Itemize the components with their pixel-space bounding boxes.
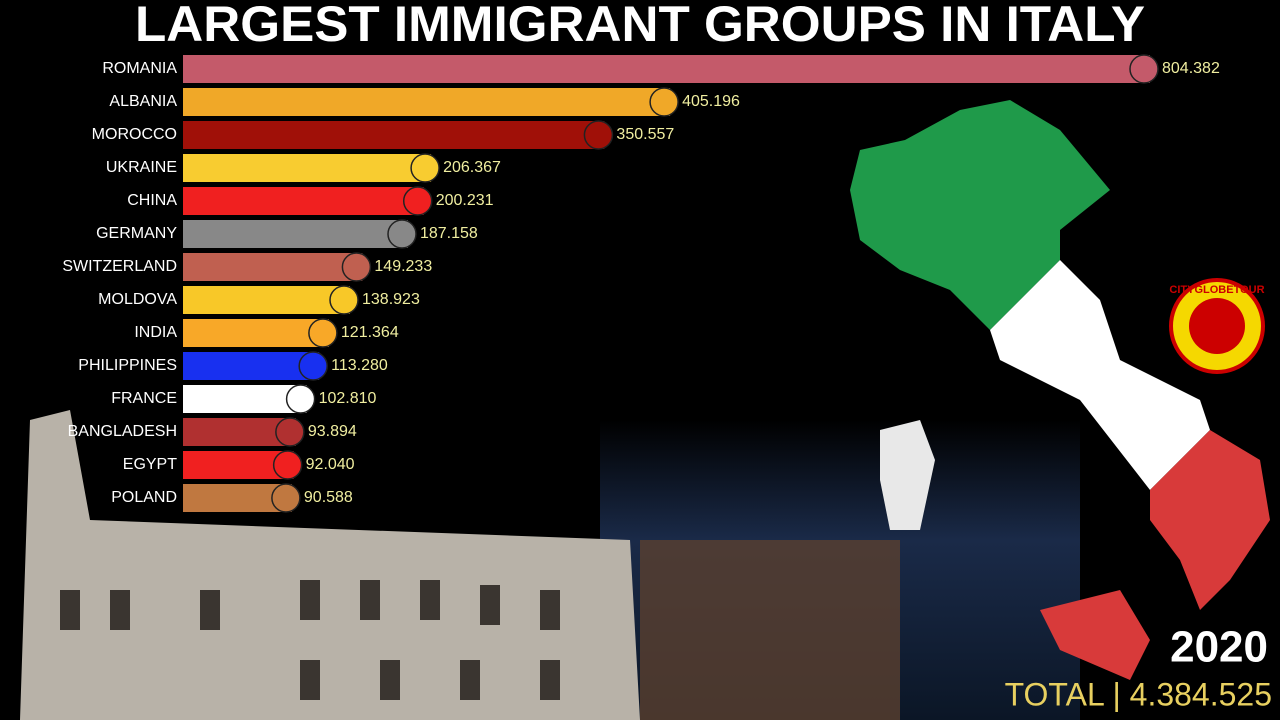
flag [308,318,338,348]
value-label: 121.364 [341,324,399,341]
flag [275,417,305,447]
logo-text: CITYGLOBETOUR [1169,284,1264,296]
value-label: 93.894 [308,423,357,440]
town-buildings [640,540,900,720]
flag [285,384,316,414]
value-label: 350.557 [616,126,674,143]
bar [183,88,671,116]
value-label: 405.196 [682,93,740,110]
flag [329,285,359,315]
value-label: 200.231 [436,192,494,209]
map-sardinia [880,420,935,530]
value-label: 187.158 [420,225,478,242]
chart-title: LARGEST IMMIGRANT GROUPS IN ITALY [135,0,1145,52]
map-north [850,100,1110,330]
category-label: POLAND [111,489,177,506]
category-label: INDIA [134,324,177,341]
background [20,100,1270,720]
bar [183,121,605,149]
bar [183,352,320,380]
value-label: 92.040 [306,456,355,473]
flag [341,252,372,282]
bar [183,253,363,281]
category-label: CHINA [127,192,177,209]
map-sicily [1040,590,1150,680]
value-label: 804.382 [1162,60,1220,77]
category-label: BANGLADESH [68,423,177,440]
flag [271,483,301,513]
category-label: FRANCE [111,390,177,407]
flag [410,153,440,183]
category-label: MOLDOVA [98,291,177,308]
flag [583,120,614,150]
value-label: 113.280 [331,357,388,374]
colosseum [20,410,640,720]
flag [272,450,303,480]
bar [183,154,432,182]
value-label: 149.233 [374,258,432,275]
value-label: 206.367 [443,159,501,176]
bar [183,319,329,347]
bar [183,55,1150,83]
category-label: SWITZERLAND [62,258,177,275]
total: TOTAL | 4.384.525 [1005,676,1272,712]
flag [649,87,679,117]
bars: ROMANIA 804.382 ALBANIA 405.196 MOROCCO 350.5… [62,54,1220,513]
map-south [1150,430,1270,610]
year: 2020 [1170,623,1268,672]
map-center [990,260,1210,490]
category-label: UKRAINE [106,159,177,176]
flag [1129,54,1159,84]
value-label: 102.810 [319,390,377,407]
value-label: 90.588 [304,489,353,506]
logo-badge [1169,278,1265,374]
value-label: 138.923 [362,291,420,308]
flag [298,351,328,381]
bar [183,187,424,215]
bar [183,220,408,248]
category-label: MOROCCO [92,126,177,143]
category-label: ALBANIA [109,93,177,110]
bar [183,286,351,314]
category-label: ROMANIA [102,60,177,77]
flag [402,186,433,216]
category-label: EGYPT [123,456,177,473]
flag [387,219,417,249]
category-label: GERMANY [96,225,177,242]
category-label: PHILIPPINES [78,357,177,374]
